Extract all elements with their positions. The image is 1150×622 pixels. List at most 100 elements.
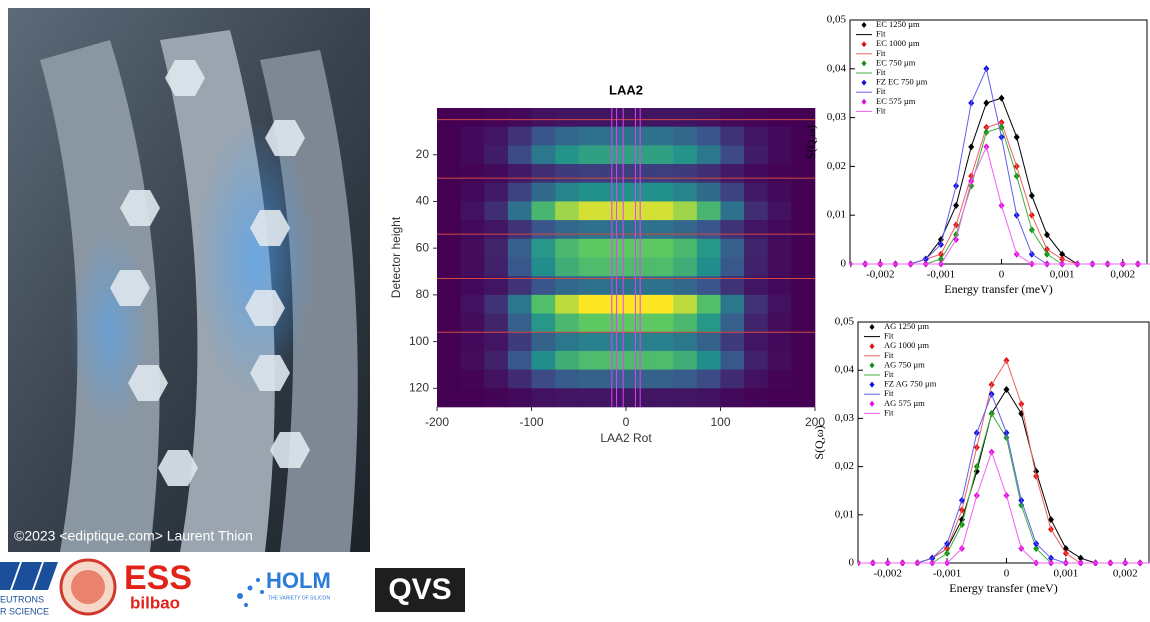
heatmap-cell bbox=[720, 388, 745, 408]
heatmap-chart: -200 -100 0 100 200 20 40 60 80 100 120 LAA2 LAA2 Ro… bbox=[389, 82, 825, 445]
heatmap-cell bbox=[767, 257, 792, 277]
heatmap-cell bbox=[744, 201, 769, 221]
heatmap-cell bbox=[720, 182, 745, 202]
heatmap-cell bbox=[531, 350, 556, 370]
heatmap-cell bbox=[460, 369, 485, 389]
heatmap-cell bbox=[484, 238, 509, 258]
heatmap-cell bbox=[720, 350, 745, 370]
heatmap-cell bbox=[720, 108, 745, 127]
heatmap-cell bbox=[744, 182, 769, 202]
heatmap-cell bbox=[649, 201, 674, 221]
heatmap-cell bbox=[673, 145, 698, 165]
heatmap-cell bbox=[720, 332, 745, 352]
logo-text: HOLM bbox=[266, 568, 331, 593]
heatmap-cell bbox=[767, 294, 792, 314]
logo-text: QVS bbox=[388, 573, 451, 606]
heatmap-cell bbox=[626, 220, 650, 240]
heatmap-cell bbox=[531, 313, 556, 333]
heatmap-cell bbox=[626, 164, 650, 184]
heatmap-cell bbox=[696, 388, 721, 408]
heatmap-cell bbox=[484, 220, 509, 240]
legend-label: AG 575 µm bbox=[884, 398, 925, 408]
logo-text: bilbao bbox=[130, 593, 180, 612]
heatmap-cell bbox=[484, 108, 509, 127]
heatmap-cell bbox=[673, 350, 698, 370]
heatmap-cell bbox=[531, 145, 556, 165]
heatmap-cell bbox=[484, 257, 509, 277]
heatmap-cell bbox=[437, 350, 461, 370]
legend-label: Fit bbox=[876, 105, 886, 115]
heatmap-cell bbox=[696, 126, 721, 146]
heatmap-cell bbox=[578, 182, 603, 202]
heatmap-cell bbox=[696, 164, 721, 184]
heatmap-cell bbox=[696, 313, 721, 333]
plot-area bbox=[858, 357, 1150, 566]
heatmap-cell bbox=[791, 294, 816, 314]
x-tick-label: -0,001 bbox=[927, 269, 955, 281]
heatmap-cell bbox=[437, 332, 461, 352]
heatmap-cell bbox=[767, 238, 792, 258]
heatmap-cell bbox=[531, 108, 556, 127]
heatmap-cell bbox=[531, 388, 556, 408]
heatmap-cell bbox=[720, 369, 745, 389]
heatmap-cell bbox=[720, 294, 745, 314]
heatmap-cell bbox=[649, 276, 674, 296]
heatmap-cell bbox=[767, 108, 792, 127]
legend-swatch bbox=[869, 400, 875, 407]
heatmap-cell bbox=[649, 108, 674, 127]
heatmap-cell bbox=[460, 388, 485, 408]
heatmap-cell bbox=[626, 276, 650, 296]
heatmap-cell bbox=[555, 182, 580, 202]
heatmap-cell bbox=[507, 126, 532, 146]
heatmap-cell bbox=[531, 182, 556, 202]
heatmap-cell bbox=[460, 238, 485, 258]
heatmap-cell bbox=[531, 276, 556, 296]
y-tick-label: 60 bbox=[416, 240, 430, 254]
heatmap-cell bbox=[484, 276, 509, 296]
heatmap-cell bbox=[767, 276, 792, 296]
heatmap-cell bbox=[602, 238, 627, 258]
x-tick-label: 0,001 bbox=[1053, 568, 1078, 580]
legend-label: Fit bbox=[884, 350, 894, 360]
heatmap-cell bbox=[696, 332, 721, 352]
heatmap-cell bbox=[484, 182, 509, 202]
heatmap-cell bbox=[626, 350, 650, 370]
heatmap-cell bbox=[649, 350, 674, 370]
heatmap-cell bbox=[460, 350, 485, 370]
y-axis-title: S(Q,ω) bbox=[812, 425, 826, 459]
y-tick-label: 0,05 bbox=[835, 316, 855, 328]
heatmap-cell bbox=[507, 220, 532, 240]
fit-line bbox=[858, 359, 1150, 564]
fit-line bbox=[858, 392, 1150, 564]
heatmap-cell bbox=[460, 257, 485, 277]
heatmap-cell bbox=[720, 276, 745, 296]
heatmap-cell bbox=[507, 350, 532, 370]
legend-label: EC 1250 µm bbox=[876, 19, 920, 29]
y-tick-label: 0,04 bbox=[835, 364, 855, 376]
heatmap-cell bbox=[578, 108, 603, 127]
heatmap-cell bbox=[437, 126, 461, 146]
plot-frame bbox=[849, 19, 1148, 265]
legend-swatch bbox=[861, 60, 867, 67]
logo-text: ESS bbox=[124, 559, 192, 597]
legend-label: AG 1250 µm bbox=[884, 321, 929, 331]
heatmap-cell bbox=[531, 332, 556, 352]
chart-title: LAA2 bbox=[609, 82, 643, 97]
heatmap-cell bbox=[767, 313, 792, 333]
heatmap-cell bbox=[649, 238, 674, 258]
heatmap-cell bbox=[673, 369, 698, 389]
heatmap-cell bbox=[578, 201, 603, 221]
heatmap-cell bbox=[673, 257, 698, 277]
heatmap-cell bbox=[673, 126, 698, 146]
heatmap-cell bbox=[437, 257, 461, 277]
x-tick-label: 0 bbox=[623, 415, 630, 429]
heatmap-cell bbox=[720, 201, 745, 221]
legend-swatch bbox=[861, 22, 867, 28]
legend-label: EC 575 µm bbox=[876, 96, 916, 106]
heatmap-cell bbox=[649, 294, 674, 314]
heatmap-cell bbox=[507, 108, 532, 127]
heatmap-cell bbox=[555, 126, 580, 146]
heatmap-cell bbox=[673, 182, 698, 202]
heatmap-cell bbox=[649, 126, 674, 146]
